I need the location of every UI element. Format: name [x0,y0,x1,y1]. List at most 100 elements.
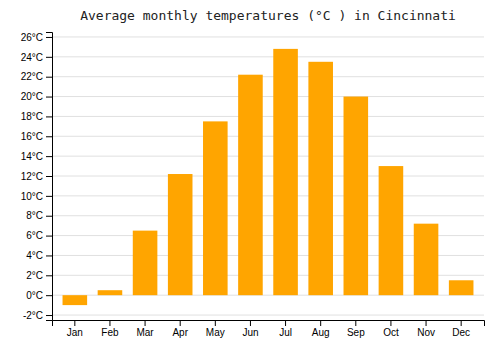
bar [63,295,88,305]
y-tick-mark [46,176,52,177]
bar [308,62,333,295]
y-tick: 24°C [21,52,52,63]
y-tick-label: 16°C [21,131,43,142]
grid-line [52,315,484,316]
x-tick-label: Mar [136,327,154,338]
y-tick-mark [46,216,52,217]
y-tick-label: 14°C [21,151,43,162]
x-tick-mark [390,320,391,326]
grid-line [52,176,484,177]
y-tick: 18°C [21,111,52,122]
bar [238,75,263,295]
y-tick-label: 0°C [26,290,43,301]
y-axis: -2°C 0°C 2°C 4°C 6°C 8°C 10°C 12°C 14°C 16°C 18°C 2… [21,32,53,321]
x-tick: Apr [172,320,188,338]
y-tick-label: -2°C [23,310,43,321]
bar [98,290,123,295]
x-tick-label: Sep [347,327,365,338]
x-tick-mark [145,320,146,326]
y-tick-label: 18°C [21,111,43,122]
y-tick-mark [46,57,52,58]
y-tick: 12°C [21,171,52,182]
x-tick: Jul [279,320,292,338]
x-tick-label: May [206,327,225,338]
bar [273,49,298,295]
y-tick: 26°C [21,32,52,43]
y-tick: 10°C [21,191,52,202]
x-tick-label: Apr [172,327,188,338]
grid-line [52,76,484,77]
y-tick: 20°C [21,91,52,102]
y-tick-label: 8°C [26,210,43,221]
y-tick: 2°C [26,270,52,281]
bar [133,231,158,296]
y-tick-label: 26°C [21,32,43,43]
y-tick-mark [46,97,52,98]
chart: Average monthly temperatures (°C ) in Ci… [0,0,500,350]
y-tick-mark [46,77,52,78]
x-tick: Feb [101,320,119,338]
y-tick: 8°C [26,210,52,221]
x-tick: May [206,320,225,338]
y-tick-mark [46,295,52,296]
y-tick-mark [46,275,52,276]
x-tick-mark [109,320,110,326]
x-tick-mark [426,320,427,326]
y-tick-label: 4°C [26,250,43,261]
x-tick: Dec [452,320,470,338]
x-tick: Mar [136,320,154,338]
grid-line [52,56,484,57]
x-tick: Nov [417,320,435,338]
y-tick-mark [46,116,52,117]
grid-line [52,195,484,196]
x-tick-mark [250,320,251,326]
x-tick-label: Oct [383,327,399,338]
y-tick-mark [46,255,52,256]
grid-line [52,156,484,157]
grid-line [52,36,484,37]
x-tick: Jun [242,320,258,338]
grid-line [52,136,484,137]
y-tick-label: 22°C [21,71,43,82]
bar [344,97,369,296]
y-tick-mark [46,315,52,316]
x-tick: Jan [67,320,83,338]
x-axis-line [53,321,485,327]
y-tick: 22°C [21,71,52,82]
y-tick-label: 12°C [21,171,43,182]
x-tick-label: Jul [279,327,292,338]
y-tick-mark [46,37,52,38]
y-tick-mark [46,236,52,237]
y-tick-mark [46,136,52,137]
y-tick-mark [46,156,52,157]
x-tick: Sep [347,320,365,338]
grid-line [52,116,484,117]
x-tick-label: Jan [67,327,83,338]
x-tick-mark [180,320,181,326]
bar [414,224,439,296]
x-tick-label: Nov [417,327,435,338]
y-tick: 4°C [26,250,52,261]
x-tick: Aug [312,320,330,338]
x-axis: Jan Feb Mar Apr May Jun Jul Aug Sep Oct Nov Dec [53,320,485,338]
x-tick-label: Feb [101,327,119,338]
y-tick-label: 20°C [21,91,43,102]
y-tick: 14°C [21,151,52,162]
x-tick-mark [461,320,462,326]
title: Average monthly temperatures (°C ) in Ci… [80,8,456,23]
x-tick-label: Aug [312,327,330,338]
x-tick-label: Dec [452,327,470,338]
x-tick-mark [285,320,286,326]
y-tick: 6°C [26,230,52,241]
y-axis-line [46,33,53,321]
bar [449,280,474,295]
bar [203,121,228,295]
x-tick-mark [215,320,216,326]
bars [63,49,474,305]
x-tick: Oct [383,320,399,338]
x-tick-mark [320,320,321,326]
y-tick: -2°C [23,310,52,321]
grid [52,37,484,315]
y-tick-label: 10°C [21,191,43,202]
x-tick-mark [355,320,356,326]
